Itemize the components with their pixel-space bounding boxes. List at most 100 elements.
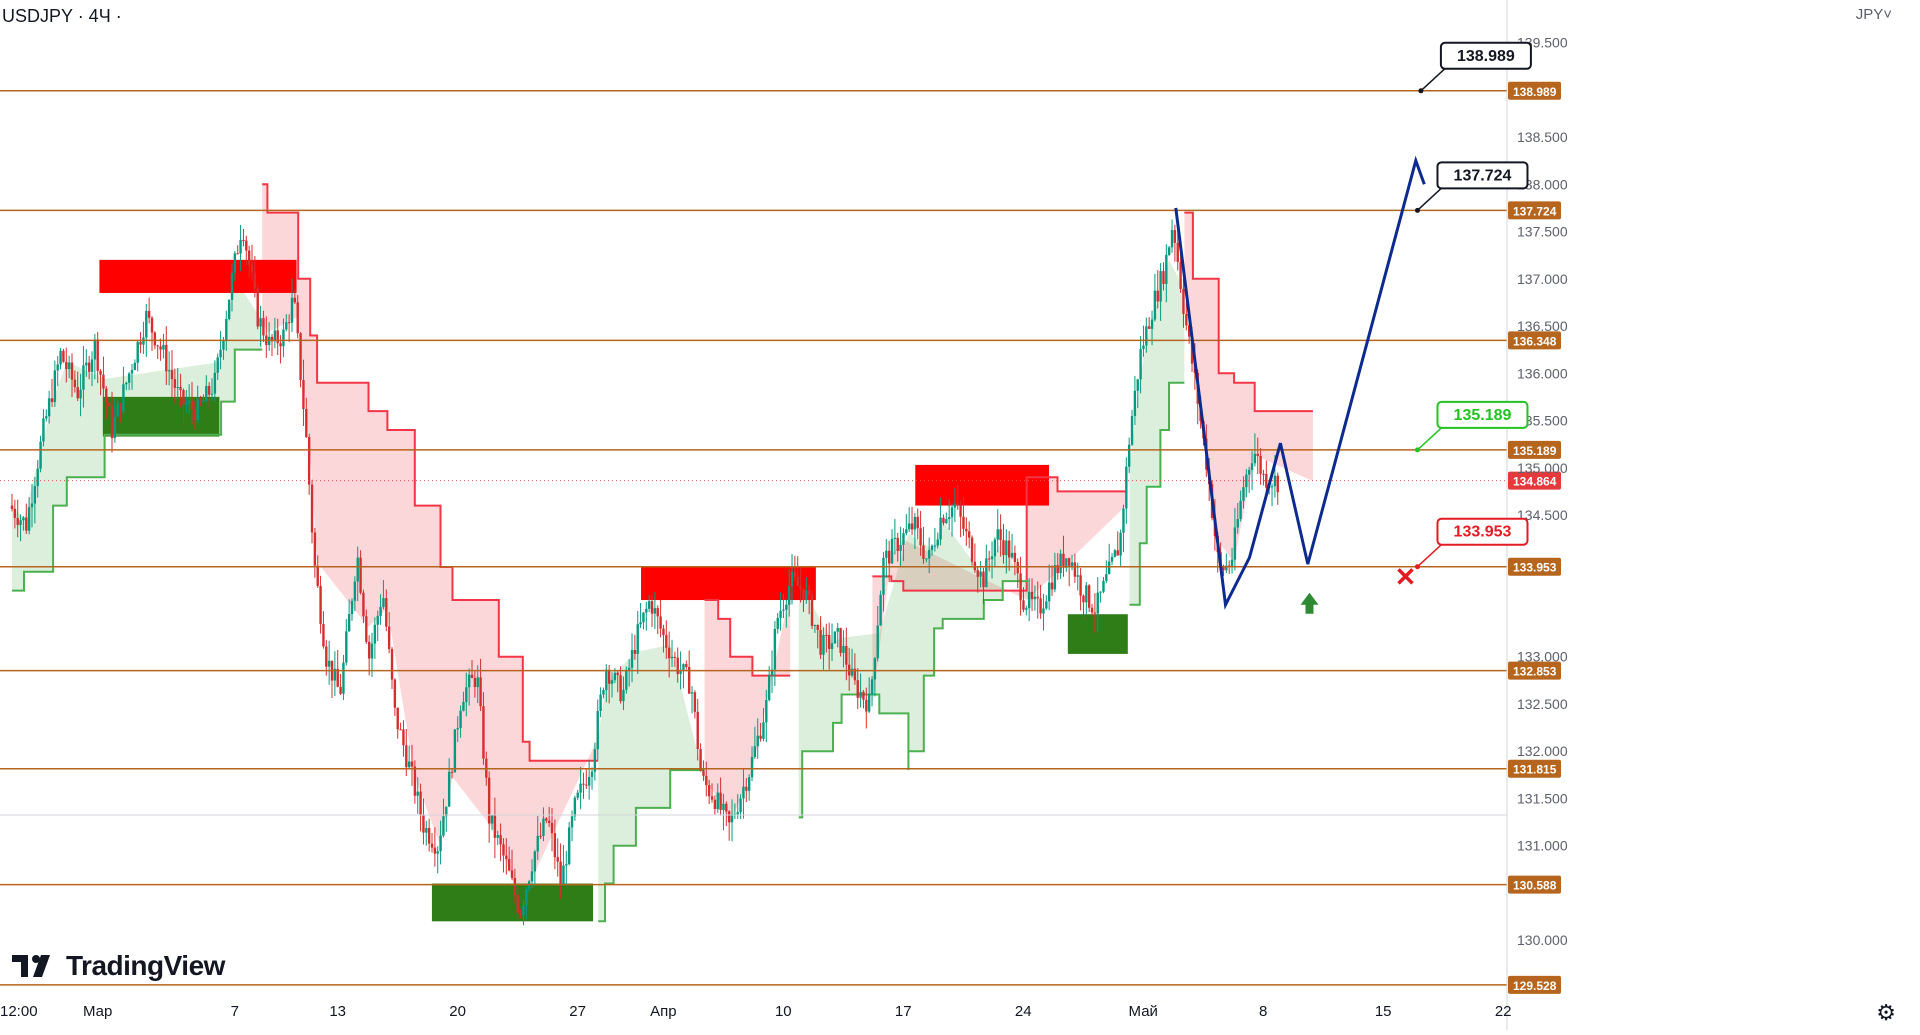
candle-body — [1013, 552, 1017, 563]
candle-body — [610, 680, 614, 684]
candle-body — [585, 784, 588, 786]
candle-body — [893, 537, 897, 539]
price-tick-label: 133.000 — [1517, 649, 1568, 665]
candle-body — [625, 669, 628, 690]
current-price-label: 134.864 — [1513, 475, 1557, 489]
candle-body — [867, 693, 871, 712]
candle-body — [222, 340, 225, 350]
symbol-title[interactable]: USDJPY · 4Ч · — [2, 6, 122, 26]
candle-body — [376, 615, 379, 625]
candle-body — [65, 361, 68, 370]
gear-icon[interactable]: ⚙ — [1876, 1000, 1896, 1025]
candle-body — [627, 667, 631, 670]
candle-body — [787, 585, 791, 605]
callout-leader — [1420, 66, 1448, 92]
candle-body — [1002, 540, 1005, 556]
time-tick-label: 12:00 — [0, 1003, 38, 1020]
candle-body — [233, 253, 237, 273]
candle-body — [1253, 453, 1257, 464]
candle-body — [327, 660, 331, 667]
candle-body — [1130, 415, 1134, 445]
candle-body — [202, 400, 205, 403]
candle-body — [179, 387, 182, 391]
price-tick-label: 130.000 — [1517, 932, 1568, 948]
candle-body — [759, 735, 762, 739]
currency-selector[interactable]: JPY˅ — [1855, 6, 1892, 23]
candle-body — [305, 409, 308, 437]
tradingview-logo: TradingView — [12, 950, 225, 982]
candle-body — [605, 669, 608, 691]
candle-body — [656, 608, 659, 617]
candle-body — [1273, 475, 1277, 487]
candle-body — [236, 253, 239, 255]
callout-box — [1436, 161, 1529, 190]
candle-body — [707, 785, 711, 797]
candle-body — [959, 504, 962, 517]
candle-body — [279, 343, 282, 347]
candle-body — [45, 416, 48, 419]
candle-body — [407, 761, 411, 768]
price-tick-label: 135.000 — [1517, 460, 1568, 476]
candle-body — [599, 694, 602, 712]
candle-body — [1222, 567, 1225, 571]
candle-body — [513, 877, 517, 896]
price-tick-label: 138.500 — [1517, 129, 1568, 145]
candle-body — [470, 674, 474, 678]
time-tick-label: 17 — [895, 1003, 912, 1020]
candle-body — [522, 905, 525, 916]
candle-body — [845, 645, 848, 665]
candle-body — [1147, 326, 1151, 329]
candle-body — [1093, 612, 1097, 614]
candle-body — [379, 607, 382, 616]
candle-body — [779, 610, 782, 618]
candle-body — [476, 677, 479, 688]
time-tick-label: 24 — [1015, 1003, 1032, 1020]
candle-body — [1182, 288, 1185, 314]
candle-body — [1162, 271, 1165, 284]
support-trail-3 — [798, 580, 1029, 819]
candle-body — [182, 390, 185, 405]
demand-zone-2 — [431, 883, 594, 922]
candle-body — [790, 571, 794, 586]
candle-body — [936, 539, 939, 546]
candle-body — [516, 895, 519, 913]
callout-leader — [1416, 185, 1444, 211]
candle-body — [387, 626, 391, 650]
candle-body — [953, 503, 957, 508]
candle-body — [1065, 558, 1068, 568]
level-badge-label: 136.348 — [1513, 334, 1557, 348]
candle-body — [479, 677, 482, 707]
candle-body — [10, 505, 14, 509]
candle-body — [502, 844, 505, 856]
brand-name: TradingView — [66, 950, 225, 981]
candle-body — [1127, 444, 1131, 467]
candle-body — [565, 864, 568, 866]
candle-body — [27, 507, 31, 531]
candle-body — [713, 799, 717, 810]
candle-body — [119, 403, 122, 412]
candle-body — [519, 912, 522, 916]
candle-body — [722, 803, 725, 810]
candle-body — [716, 792, 719, 810]
candle-body — [579, 783, 582, 793]
candle-body — [247, 250, 251, 265]
candle-body — [1136, 379, 1139, 391]
candle-body — [402, 729, 405, 746]
candle-body — [1016, 562, 1019, 574]
price-tick-label: 134.500 — [1517, 507, 1568, 523]
candle-body — [622, 689, 625, 702]
candle-body — [667, 647, 671, 659]
candle-body — [645, 608, 648, 613]
candle-body — [416, 791, 419, 796]
candle-body — [1145, 326, 1148, 346]
time-tick-label: Апр — [650, 1003, 676, 1020]
candle-body — [87, 362, 91, 372]
candle-body — [450, 771, 454, 773]
candle-body — [130, 370, 134, 374]
level-badge — [1508, 875, 1561, 894]
candle-body — [276, 330, 279, 344]
candle-body — [1079, 575, 1082, 596]
candle-body — [185, 403, 188, 405]
candle-body — [770, 669, 774, 675]
